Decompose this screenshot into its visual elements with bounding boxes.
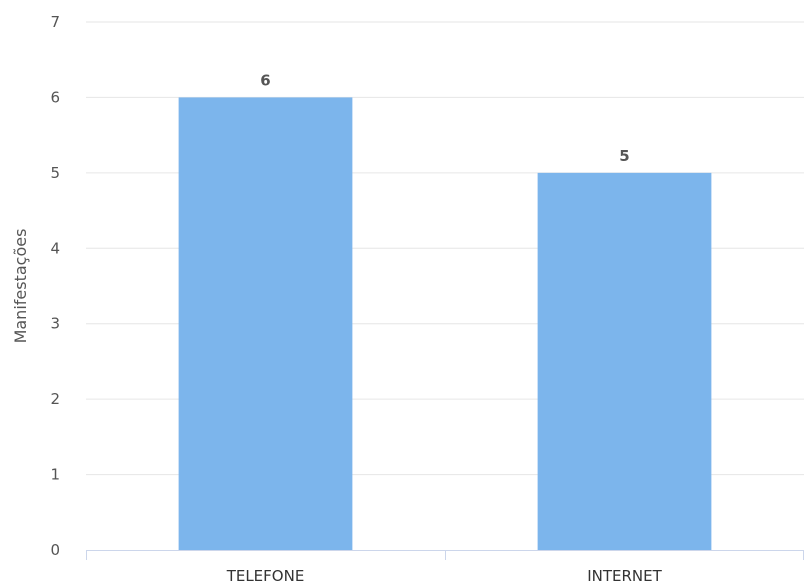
y-tick-label: 4	[50, 239, 60, 257]
data-label: 5	[619, 147, 629, 165]
y-tick-label: 5	[50, 164, 60, 182]
bars	[178, 97, 712, 550]
y-axis-title: Manifestações	[11, 229, 30, 344]
y-axis-ticks: 0 1 2 3 4 5 6 7	[50, 13, 60, 559]
bar-telefone	[178, 97, 353, 550]
x-axis: TELEFONE INTERNET	[86, 550, 804, 585]
y-tick-label: 7	[50, 13, 60, 31]
y-tick-label: 2	[50, 390, 60, 408]
data-labels: 65	[260, 71, 629, 164]
bar-internet	[537, 172, 712, 550]
x-category-label: TELEFONE	[226, 567, 305, 585]
data-label: 6	[260, 71, 270, 89]
y-tick-label: 3	[50, 315, 60, 333]
x-category-label: INTERNET	[587, 567, 662, 585]
y-tick-label: 1	[50, 466, 60, 484]
y-tick-label: 6	[50, 88, 60, 106]
y-tick-label: 0	[50, 541, 60, 559]
